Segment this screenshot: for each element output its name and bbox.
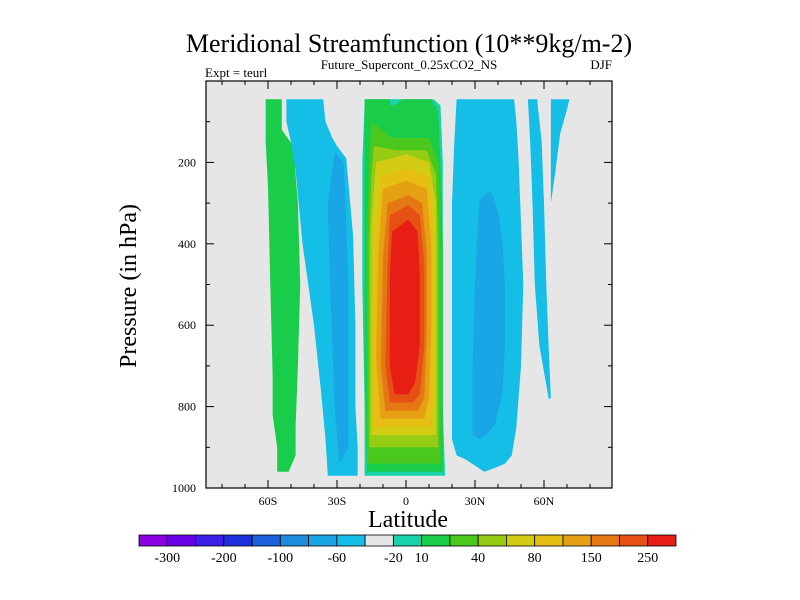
y-tick-label: 200 — [178, 155, 196, 169]
plot-area — [205, 80, 613, 489]
colorbar-label: -60 — [328, 551, 347, 566]
colorbar-swatch — [449, 534, 479, 547]
colorbar-label: 250 — [637, 551, 658, 566]
colorbar-label: 150 — [581, 551, 602, 566]
x-tick-label: 60N — [534, 494, 555, 508]
y-tick-label: 600 — [178, 318, 196, 332]
y-tick-label: 1000 — [172, 481, 196, 495]
contour-nh-cell-core — [472, 190, 505, 440]
contour-sh-outer-cell-positive — [265, 99, 301, 472]
x-tick-label: 0 — [403, 494, 409, 508]
season-label: DJF — [590, 57, 612, 72]
experiment-label: Expt = teurl — [205, 65, 268, 80]
colorbar-label: -300 — [154, 551, 180, 566]
colorbar-swatch — [336, 534, 366, 547]
x-axis-title: Latitude — [368, 507, 448, 533]
colorbar-swatch — [223, 534, 253, 547]
colorbar-swatch — [392, 534, 423, 547]
contour-hadley-core — [389, 219, 420, 395]
contour-nh-outer-sliver — [527, 99, 551, 399]
colorbar-swatch — [590, 534, 620, 547]
colorbar-swatch — [308, 534, 338, 547]
y-axis-title: Pressure (in hPa) — [116, 204, 142, 368]
colorbar-swatch — [562, 534, 592, 547]
y-tick-label: 400 — [178, 237, 196, 251]
colorbar-swatch — [195, 534, 225, 547]
colorbar-swatch — [647, 534, 677, 547]
colorbar-swatch — [251, 534, 281, 547]
contour-nh-polar-sliver — [550, 99, 570, 204]
chart-title: Meridional Streamfunction (10**9kg/m-2) — [186, 29, 632, 58]
contour-sh-middle-cell-core — [327, 152, 349, 464]
colorbar-swatch — [364, 534, 394, 547]
colorbar-swatch — [421, 534, 451, 547]
colorbar-label: 10 — [415, 551, 429, 566]
colorbar-swatch — [166, 534, 196, 547]
y-tick-label: 800 — [178, 400, 196, 414]
colorbar-label: -20 — [384, 551, 403, 566]
colorbar-swatch — [279, 534, 309, 547]
colorbar-label: 80 — [528, 551, 542, 566]
x-tick-label: 60S — [259, 494, 278, 508]
x-tick-label: 30S — [328, 494, 347, 508]
chart-subtitle: Future_Supercont_0.25xCO2_NS — [321, 57, 498, 72]
colorbar: -300 -200 -100 -60 -20 10 40 80 150 250 — [138, 534, 677, 566]
colorbar-label: -200 — [211, 551, 237, 566]
colorbar-swatch — [477, 534, 507, 547]
y-axis: 200 400 600 800 1000 — [172, 121, 612, 495]
colorbar-swatch — [534, 534, 564, 547]
colorbar-label: 40 — [471, 551, 485, 566]
colorbar-label: -100 — [267, 551, 293, 566]
x-axis: 60S 30S 0 30N 60N — [221, 81, 591, 508]
colorbar-swatch — [506, 534, 536, 547]
colorbar-swatch — [138, 534, 168, 547]
x-tick-label: 30N — [465, 494, 486, 508]
colorbar-swatch — [619, 534, 649, 547]
